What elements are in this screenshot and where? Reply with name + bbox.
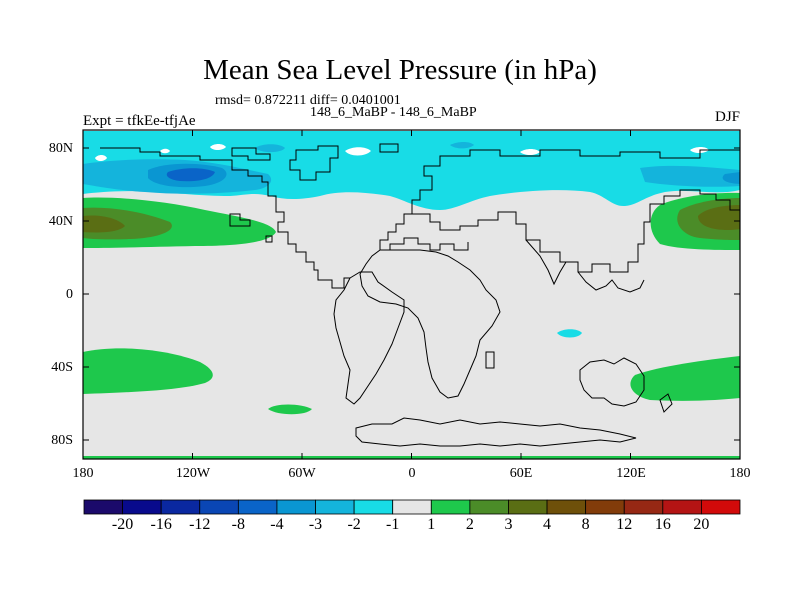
contour-fill-cyan-tropics [557, 329, 582, 338]
coastline-africa [359, 249, 501, 399]
x-tick-label: 120W [175, 466, 211, 481]
coastline-europe [379, 213, 469, 251]
x-tick-label: 0 [408, 466, 416, 481]
y-tick-label: 40N [48, 214, 73, 229]
x-tick-label: 120E [616, 466, 646, 481]
colorbar-swatch [315, 499, 355, 515]
colorbar-label: -4 [270, 516, 284, 533]
colorbar-swatch [623, 499, 664, 515]
x-tick-label: 60E [509, 466, 533, 481]
contour-fill-lightblue-north [450, 142, 474, 149]
x-tick-label: 60W [288, 466, 316, 481]
colorbar-swatch [199, 499, 239, 515]
axis-ticks [82, 130, 741, 459]
colorbar-swatch [122, 499, 162, 515]
colorbar-label: 12 [616, 516, 633, 533]
colorbar-label: -20 [111, 516, 134, 533]
colorbar-swatch [83, 499, 123, 515]
chart-title: Mean Sea Level Pressure (in hPa) [203, 54, 597, 86]
colorbar-label: 1 [427, 516, 436, 533]
colorbar-label: 8 [581, 516, 590, 533]
colorbar-swatch [276, 499, 316, 515]
y-tick-label: 40S [51, 360, 73, 375]
coastline-india [525, 239, 567, 286]
colorbar-label: -1 [386, 516, 400, 533]
y-tick-label: 80S [51, 433, 73, 448]
rmsd-diff-label: rmsd= 0.872211 diff= 0.0401001 [215, 93, 401, 108]
coastline-south-america [333, 271, 405, 405]
colorbar-label: 3 [504, 516, 513, 533]
colorbar-label: 16 [654, 516, 671, 533]
colorbar-label: 2 [465, 516, 474, 533]
colorbar-swatch [546, 499, 587, 515]
contour-fill-green-south [268, 404, 312, 415]
coastline-southeast-asia [577, 271, 645, 293]
coastline-madagascar [485, 351, 495, 369]
contour-fill-green-south [630, 356, 740, 401]
colorbar-swatch [701, 499, 741, 515]
coastline-north-america [100, 147, 350, 289]
y-tick-label: 0 [66, 287, 73, 302]
colorbar-label: -12 [189, 516, 211, 533]
contour-fill-lightblue-north [640, 165, 740, 187]
contour-fill-green-south [83, 348, 213, 394]
colorbar-label: 4 [543, 516, 552, 533]
coastline-new-zealand [659, 393, 673, 413]
colorbar-label: -8 [231, 516, 245, 533]
colorbar-label: 20 [693, 516, 710, 533]
coastline-greenland [289, 145, 339, 181]
colorbar-swatch [392, 499, 432, 515]
x-tick-label: 180 [729, 466, 751, 481]
colorbar [83, 499, 741, 515]
x-tick-label: 180 [72, 466, 94, 481]
season-label: DJF [714, 109, 740, 125]
y-tick-label: 80N [48, 141, 73, 156]
expt-label: Expt = tfkEe-tfjAe [83, 113, 196, 129]
contour-fill-brown-north [698, 205, 740, 230]
colorbar-swatch [585, 499, 625, 515]
colorbar-swatch [353, 499, 394, 515]
contour-fill-blue-north [166, 168, 215, 182]
coastline-arctic-islands [231, 143, 399, 161]
colorbar-swatch [469, 499, 509, 515]
coastlines [100, 143, 740, 447]
colorbar-swatch [160, 499, 201, 515]
colorbar-swatch [662, 499, 702, 515]
colorbar-swatch [508, 499, 548, 515]
coastline-north-pacific-islands [229, 213, 273, 243]
contour-fill-lightblue-north [255, 144, 285, 153]
colorbar-label: -16 [150, 516, 172, 533]
contour-fill-blue-north [722, 172, 740, 184]
coastline-antarctica [355, 417, 637, 447]
colorbar-label: -2 [347, 516, 361, 533]
coastline-australia [579, 357, 645, 407]
contour-fill-brown-north [83, 215, 125, 233]
coastline-eurasia [411, 149, 740, 273]
colorbar-swatch [237, 499, 278, 515]
experiment-label: 148_6_MaBP - 148_6_MaBP [310, 105, 477, 120]
colorbar-label: -3 [308, 516, 323, 533]
colorbar-swatch [430, 499, 471, 515]
